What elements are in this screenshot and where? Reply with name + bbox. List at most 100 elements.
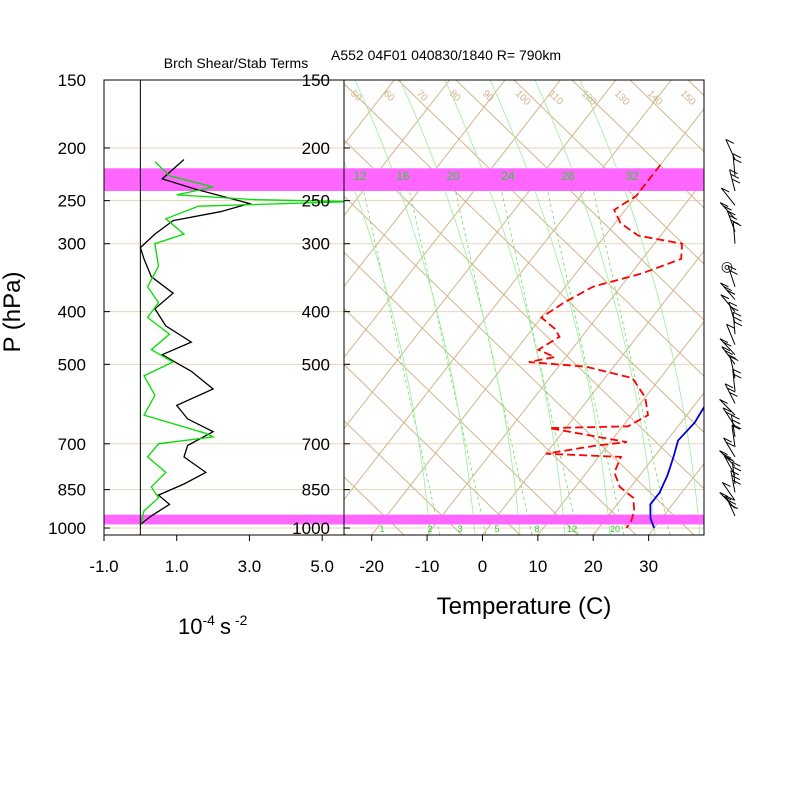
dry-adiabat-label: 110 bbox=[546, 88, 565, 107]
dry-adiabat bbox=[746, 80, 800, 535]
moist-adiabat bbox=[534, 80, 656, 535]
wind-barb-flag bbox=[722, 482, 731, 487]
mixing-ratio-line bbox=[451, 174, 533, 535]
temperature-axis: -20 -10 0 10 20 30 bbox=[359, 535, 658, 576]
temperature-tick-label: 30 bbox=[639, 557, 658, 576]
pressure-tick-label: 500 bbox=[302, 355, 330, 374]
wind-barb-flag bbox=[727, 265, 737, 271]
temperature-profile bbox=[649, 405, 704, 529]
wind-barb-staff bbox=[727, 265, 736, 287]
x-tick-label: -1.0 bbox=[89, 557, 118, 576]
wind-barb-flag bbox=[722, 453, 732, 459]
moist-adiabat bbox=[489, 80, 611, 535]
dry-adiabat-label: 100 bbox=[513, 88, 533, 108]
xlabel-unit-exponent: -2 bbox=[235, 612, 248, 628]
wind-barb-flag bbox=[721, 187, 730, 193]
wind-barb-flag bbox=[723, 437, 732, 443]
temperature-tick-label: -20 bbox=[359, 557, 384, 576]
isotherm bbox=[759, 80, 800, 535]
wind-barb-flag bbox=[719, 338, 729, 344]
wind-barb-flag bbox=[733, 321, 743, 327]
wind-barb-flag bbox=[719, 398, 728, 404]
highlight-band bbox=[344, 168, 704, 191]
dry-adiabat-label: 150 bbox=[678, 88, 698, 108]
wind-barb-staff bbox=[721, 346, 736, 365]
moist-adiabat bbox=[579, 80, 701, 535]
wind-barb-flag bbox=[724, 383, 734, 389]
stability-term-line bbox=[139, 161, 344, 526]
x-tick-label: 1.0 bbox=[165, 557, 189, 576]
pressure-tick-label: 700 bbox=[302, 435, 330, 454]
pressure-tick-label: 250 bbox=[302, 192, 330, 211]
wind-barb-flag bbox=[731, 414, 740, 420]
pressure-tick-label: 250 bbox=[58, 192, 86, 211]
x-tick-label: 3.0 bbox=[238, 557, 262, 576]
wind-barb-flag bbox=[728, 301, 738, 307]
pressure-tick-label: 200 bbox=[58, 139, 86, 158]
wind-barb-staff bbox=[731, 425, 736, 448]
wind-barb-staff bbox=[721, 482, 736, 501]
wind-barb-flag bbox=[729, 391, 738, 397]
wind-barb-flag bbox=[731, 475, 741, 480]
dry-adiabat bbox=[344, 420, 463, 535]
xlabel-base: 10 bbox=[178, 614, 202, 639]
wind-barb-staff bbox=[729, 169, 736, 192]
wind-barb-flag bbox=[725, 495, 735, 501]
dry-adiabat-label: 90 bbox=[480, 88, 496, 104]
left-series-group bbox=[139, 159, 344, 526]
dewpoint-profile bbox=[528, 164, 683, 529]
wind-barb-flag bbox=[724, 455, 733, 461]
dry-adiabat bbox=[513, 80, 704, 265]
dry-adiabat bbox=[455, 80, 704, 321]
wind-barb-staff bbox=[732, 312, 736, 335]
left-x-axis: -1.0 1.0 3.0 5.0 bbox=[89, 535, 334, 576]
moist-adiabat bbox=[354, 80, 476, 535]
mixing-ratio-bottom-label: 1 bbox=[379, 524, 384, 534]
temperature-tick-label: 0 bbox=[478, 557, 487, 576]
pressure-tick-label: 1000 bbox=[292, 519, 330, 538]
wind-barb-flag bbox=[732, 461, 741, 467]
isotherm bbox=[482, 250, 704, 535]
wind-barb-staff bbox=[730, 470, 736, 493]
skewt-profiles bbox=[528, 164, 704, 529]
wind-barb-flag bbox=[732, 424, 742, 430]
left-panel-title: Brch Shear/Stab Terms bbox=[164, 55, 308, 71]
moist-adiabat bbox=[344, 160, 431, 535]
pressure-tick-label: 300 bbox=[58, 235, 86, 254]
wind-barb-flag bbox=[732, 479, 741, 485]
mixing-ratio-label: 24 bbox=[501, 169, 515, 183]
mixing-ratio-bottom-label: 8 bbox=[534, 524, 539, 534]
wind-barb-staff bbox=[731, 462, 736, 485]
wind-barb-staff bbox=[720, 187, 736, 206]
wind-barb-flag bbox=[732, 419, 741, 425]
wind-barb-flag bbox=[725, 139, 735, 144]
dry-adiabat bbox=[687, 80, 704, 97]
dry-adiabat-label: 60 bbox=[381, 88, 397, 104]
pressure-tick-label: 500 bbox=[58, 355, 86, 374]
wind-barb-flag bbox=[729, 169, 738, 175]
mixing-ratio-line bbox=[405, 174, 487, 535]
right-x-axis-label: Temperature (C) bbox=[437, 593, 612, 620]
wind-barb-flag bbox=[723, 286, 732, 292]
dry-adiabat bbox=[397, 80, 704, 377]
dry-adiabat-label: 50 bbox=[348, 88, 364, 104]
svg-text:10-4s-2: 10-4 s -2 bbox=[178, 612, 248, 639]
wind-barb-flag bbox=[732, 311, 742, 317]
mixing-ratio-label: 20 bbox=[446, 169, 460, 183]
pressure-tick-label: 200 bbox=[302, 139, 330, 158]
mixing-ratio-label: 12 bbox=[353, 169, 367, 183]
dry-adiabat-label: 130 bbox=[612, 88, 632, 108]
mixing-ratio-bottom-label: 5 bbox=[494, 524, 499, 534]
pressure-tick-label: 300 bbox=[302, 235, 330, 254]
wind-barb-flag bbox=[725, 441, 735, 447]
mixing-ratio-bottom-label: 3 bbox=[457, 524, 462, 534]
pressure-tick-label: 150 bbox=[302, 71, 330, 90]
isotherm bbox=[426, 179, 704, 535]
wind-barb-flag bbox=[730, 470, 740, 476]
isotherm bbox=[344, 80, 506, 288]
wind-barb-flag bbox=[730, 173, 739, 179]
mixing-ratio-bottom-label: 2 bbox=[427, 524, 432, 534]
wind-barb-flag bbox=[727, 354, 736, 359]
left-pressure-axis: 150 200 250 300 400 500 700 850 1000 bbox=[48, 71, 110, 538]
mixing-ratio-line bbox=[543, 174, 625, 535]
